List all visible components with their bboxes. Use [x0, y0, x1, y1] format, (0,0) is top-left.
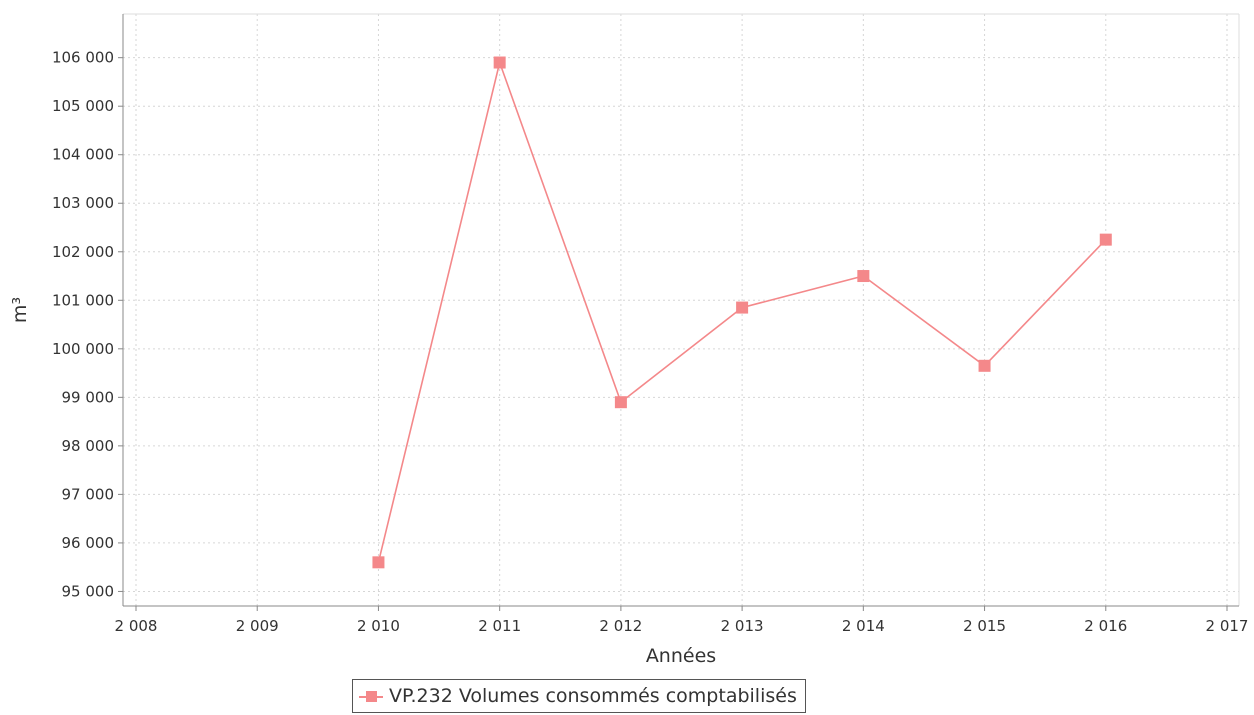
- grid-lines: [123, 14, 1239, 606]
- y-tick-label: 100 000: [52, 340, 114, 358]
- data-point-2014: [857, 270, 870, 283]
- y-tick-label: 96 000: [62, 534, 115, 552]
- y-tick-label: 105 000: [52, 97, 114, 115]
- legend: VP.232 Volumes consommés comptabilisés: [352, 679, 806, 713]
- data-point-2012: [614, 396, 627, 409]
- y-tick-label: 106 000: [52, 49, 114, 67]
- x-tick-label: 2 013: [721, 617, 764, 635]
- y-tick-label: 99 000: [62, 388, 115, 406]
- data-point-2013: [736, 301, 749, 314]
- x-tick-label: 2 014: [842, 617, 885, 635]
- x-axis-ticks: 2 008 2 009 2 010 2 011 2 012 2 013 2 014 2 015…: [115, 606, 1249, 635]
- data-point-2010: [372, 556, 385, 569]
- x-tick-label: 2 010: [357, 617, 400, 635]
- y-tick-label: 101 000: [52, 291, 114, 309]
- y-tick-label: 95 000: [62, 582, 115, 600]
- x-tick-label: 2 008: [115, 617, 158, 635]
- x-axis-title: Années: [646, 645, 716, 667]
- plot-background: [123, 14, 1239, 606]
- x-tick-label: 2 012: [599, 617, 642, 635]
- x-tick-label: 2 015: [963, 617, 1006, 635]
- data-point-2016: [1099, 233, 1112, 246]
- series-layer: [372, 56, 1112, 569]
- x-tick-label: 2 017: [1206, 617, 1249, 635]
- x-tick-label: 2 011: [478, 617, 521, 635]
- legend-swatch-icon: [359, 689, 383, 703]
- data-point-2015: [978, 359, 991, 372]
- y-tick-label: 102 000: [52, 243, 114, 261]
- y-tick-label: 103 000: [52, 194, 114, 212]
- x-tick-label: 2 016: [1084, 617, 1127, 635]
- y-tick-label: 97 000: [62, 485, 115, 503]
- data-point-2011: [493, 56, 506, 69]
- legend-label: VP.232 Volumes consommés comptabilisés: [389, 685, 797, 707]
- y-tick-label: 104 000: [52, 146, 114, 164]
- y-axis-title: m³: [9, 297, 31, 323]
- y-axis-ticks: 95 000 96 000 97 000 98 000 99 000 100 000 101…: [52, 49, 123, 600]
- y-tick-label: 98 000: [62, 437, 115, 455]
- axes: [122, 13, 1240, 607]
- x-tick-label: 2 009: [236, 617, 279, 635]
